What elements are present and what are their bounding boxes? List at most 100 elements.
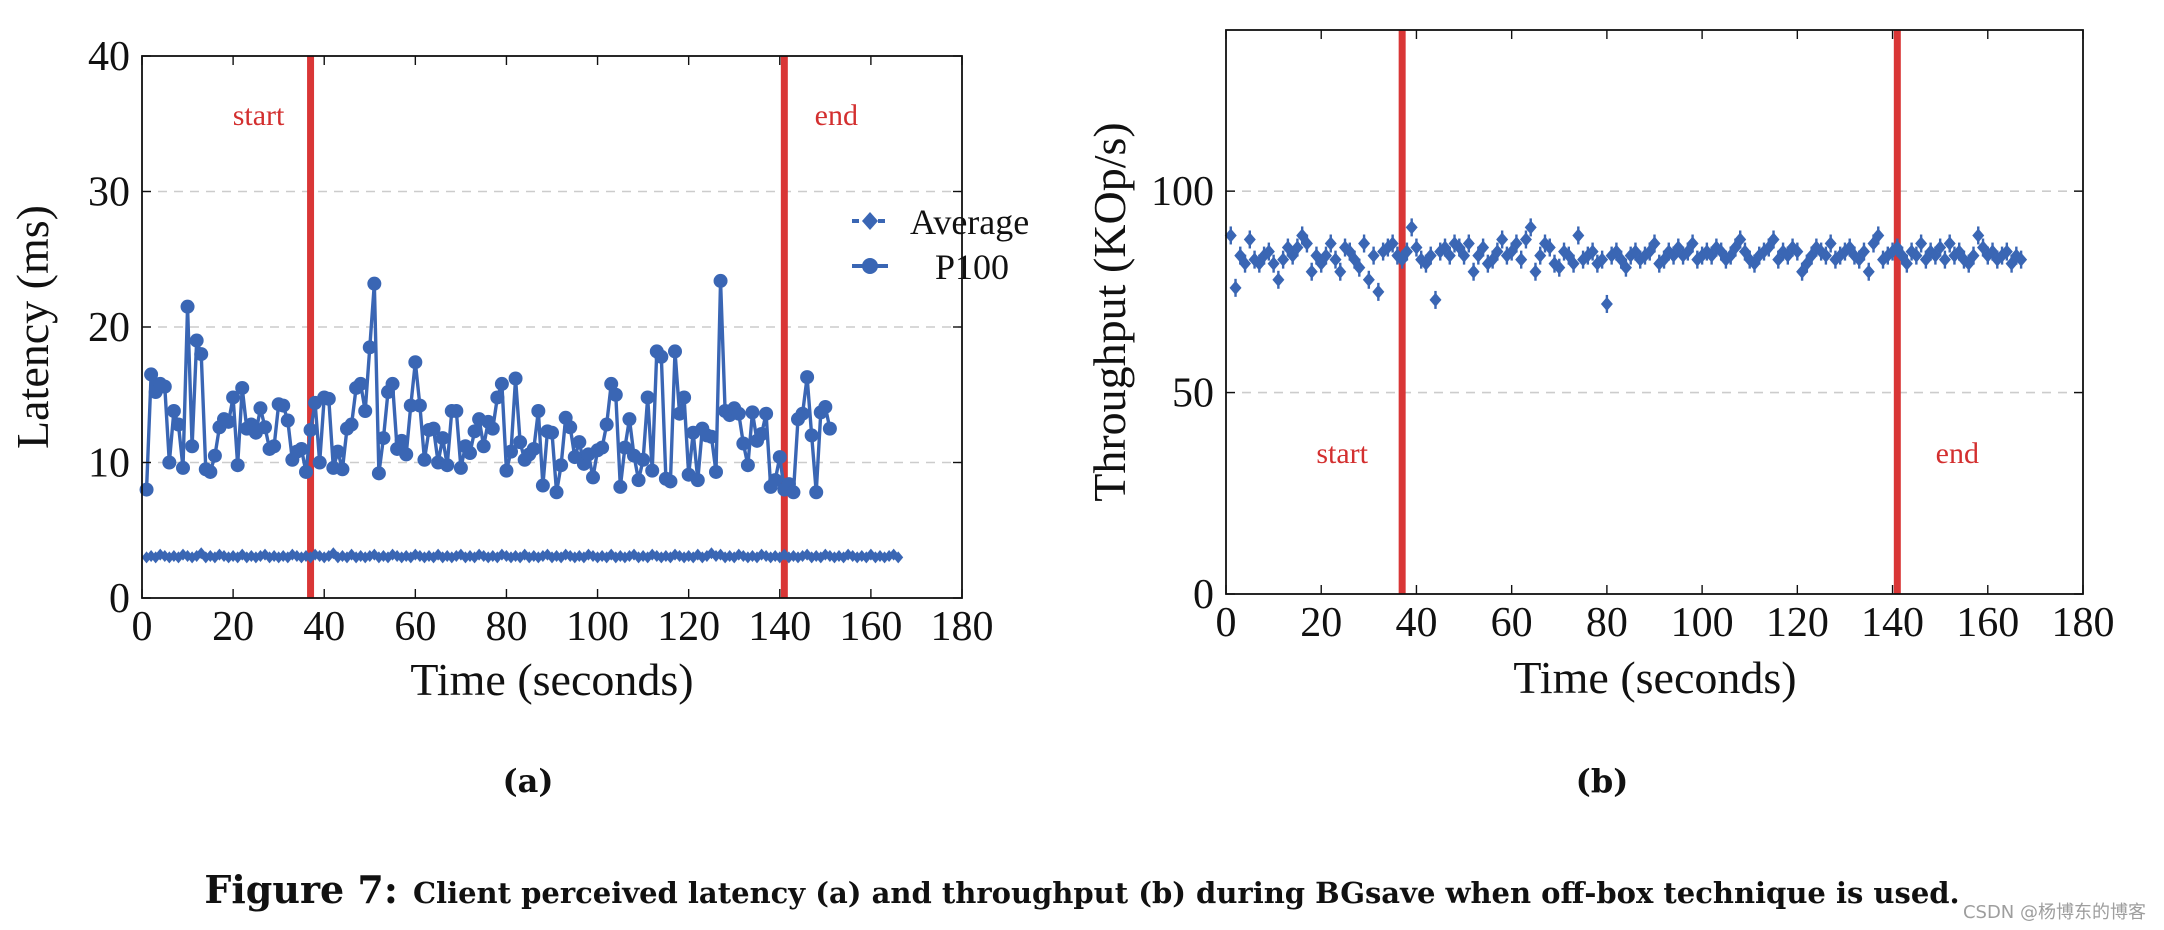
series-p100-point (303, 422, 318, 437)
series-throughput-point (1862, 264, 1875, 279)
vline-label-end: end (1936, 437, 1979, 470)
series-throughput-point (1424, 248, 1437, 263)
series-p100-point (180, 299, 195, 314)
x-tick-label: 160 (1956, 600, 2019, 646)
x-tick-label: 60 (394, 604, 436, 650)
series-throughput-point (1791, 244, 1804, 259)
series-throughput-point (1229, 280, 1242, 295)
series-p100-point (371, 466, 386, 481)
series-p100-point (677, 390, 692, 405)
series-p100-point (321, 391, 336, 406)
chart-b-vlines (1398, 30, 1901, 594)
y-tick-label: 10 (88, 441, 130, 487)
series-p100-point (490, 390, 505, 405)
chart-a-vlines (307, 56, 788, 598)
chart-a-grid (142, 190, 962, 464)
series-throughput-point (1600, 296, 1613, 311)
series-p100-point (330, 444, 345, 459)
x-tick-label: 80 (1586, 600, 1628, 646)
series-p100-point (690, 473, 705, 488)
series-throughput-point (1515, 252, 1528, 267)
series-p100-point (157, 379, 172, 394)
y-tick-label: 100 (1151, 169, 1214, 215)
series-p100-point (745, 405, 760, 420)
x-tick-label: 40 (303, 604, 345, 650)
series-throughput-point (1900, 256, 1913, 271)
series-p100-point (608, 387, 623, 402)
series-throughput-point (1277, 252, 1290, 267)
legend-average-label: Average (910, 202, 1029, 242)
series-p100-point (508, 371, 523, 386)
series-p100-point (709, 464, 723, 479)
series-p100-point (312, 455, 327, 470)
series-p100-point (754, 427, 769, 442)
series-p100-point (549, 485, 564, 500)
series-throughput-point (1267, 256, 1280, 271)
series-p100-point (485, 421, 500, 436)
series-p100-point (768, 473, 783, 488)
series-p100-point (531, 404, 546, 419)
series-p100-point (818, 399, 833, 414)
series-throughput-point (1938, 252, 1951, 267)
series-throughput-point (1353, 260, 1366, 275)
series-throughput-point (1857, 244, 1870, 259)
series-throughput-point (1767, 232, 1780, 247)
series-throughput-point (1815, 244, 1828, 259)
series-throughput-point (1686, 236, 1699, 251)
series-p100-point (604, 376, 619, 391)
y-tick-label: 40 (88, 34, 130, 80)
series-throughput-point (1534, 248, 1547, 263)
series-p100-point (663, 474, 678, 489)
series-throughput-point (1915, 236, 1928, 251)
series-p100-point (640, 390, 655, 405)
series-throughput-point (1972, 228, 1985, 243)
series-throughput-point (1358, 236, 1371, 251)
series-throughput-point (1329, 252, 1342, 267)
series-throughput-point (1334, 264, 1347, 279)
series-throughput-point (1872, 228, 1885, 243)
series-throughput-point (1462, 236, 1475, 251)
series-throughput-point (1477, 240, 1490, 255)
series-p100-point (636, 452, 651, 467)
series-throughput-point (1777, 244, 1790, 259)
series-throughput-point (1715, 244, 1728, 259)
x-tick-label: 140 (1861, 600, 1924, 646)
series-p100-point (189, 333, 204, 348)
series-p100-point (399, 447, 414, 462)
series-throughput-point (1405, 220, 1418, 235)
series-throughput-point (1986, 244, 1999, 259)
series-throughput-point (1619, 260, 1632, 275)
series-p100-point (545, 425, 559, 440)
series-p100-point (253, 401, 268, 416)
chart-a-ylabel: Latency (ms) (7, 205, 58, 449)
series-p100-point (171, 417, 186, 432)
series-throughput-point (1662, 244, 1675, 259)
series-throughput-point (1819, 248, 1832, 263)
series-p100-point (786, 485, 801, 500)
series-p100-point (362, 340, 377, 355)
series-p100-point (554, 458, 569, 473)
x-tick-label: 120 (657, 604, 720, 650)
series-throughput-point (1572, 228, 1585, 243)
series-p100-point (809, 485, 824, 500)
series-throughput-point (2015, 252, 2028, 267)
series-throughput-point (1410, 240, 1423, 255)
chart-b-marker-labels: start end (1316, 437, 1979, 470)
chart-a-sublabel: (a) (502, 762, 553, 800)
series-throughput-point (1905, 244, 1918, 259)
series-p100-point (408, 355, 423, 370)
series-p100-point (162, 455, 177, 470)
chart-b-series (1224, 218, 2028, 313)
series-throughput-point (2000, 244, 2013, 259)
legend-p100-marker (862, 258, 878, 274)
series-p100-point (800, 370, 815, 385)
series-throughput-point (1700, 244, 1713, 259)
series-throughput-point (1558, 244, 1571, 259)
series-p100-point (476, 439, 491, 454)
series-p100-point (572, 435, 587, 450)
series-p100-point (203, 464, 218, 479)
x-tick-label: 100 (566, 604, 629, 650)
chart-b-grid (1226, 190, 2083, 394)
x-tick-label: 140 (748, 604, 811, 650)
legend-p100-label: P100 (935, 247, 1009, 287)
